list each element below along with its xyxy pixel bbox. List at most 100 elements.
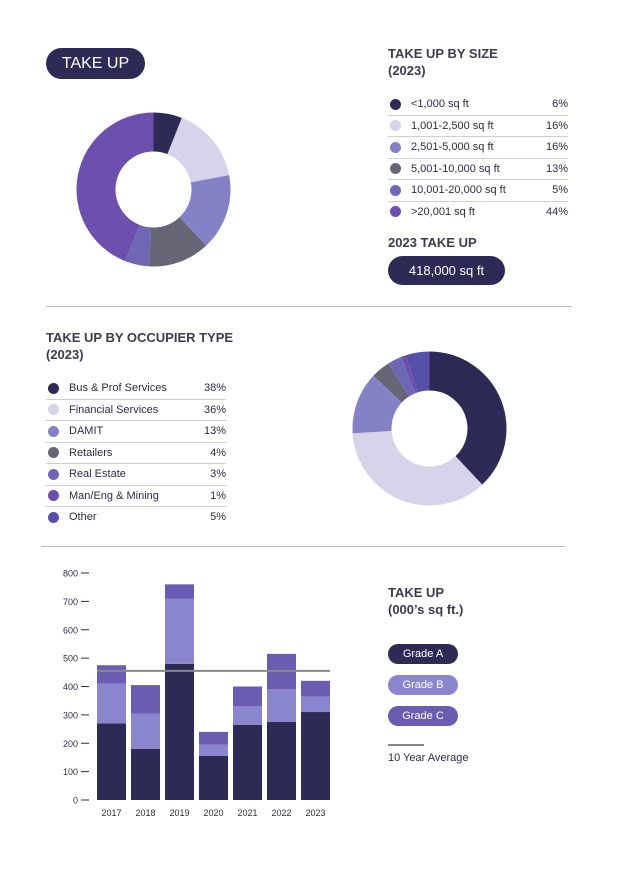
bar-grade-c-2020 [199, 731, 228, 745]
bar-grade-b-2022 [267, 689, 296, 722]
bar-grade-c-2023 [301, 680, 330, 697]
occupier-heading: TAKE UP BY OCCUPIER TYPE (2023) [46, 329, 233, 363]
legend-swatch [48, 468, 59, 480]
bar-grade-b-2021 [233, 706, 262, 725]
y-tick-label: 600 [63, 625, 78, 635]
legend-label: Other [69, 511, 97, 524]
bar-grade-c-2021 [233, 686, 262, 707]
legend-value: 4% [210, 446, 226, 459]
legend-row-5-001-10-000-sq-ft: 5,001-10,000 sq ft 13% [388, 159, 568, 180]
legend-row-man-eng-mining: Man/Eng & Mining 1% [46, 486, 226, 507]
x-tick-label: 2021 [237, 808, 257, 818]
legend-row-damit: DAMIT 13% [46, 421, 226, 443]
legend-swatch [48, 382, 59, 394]
slice-1-001-2-500-sq-ft [167, 117, 230, 183]
bar-grade-c-2019 [165, 584, 194, 599]
legend-value: 16% [545, 119, 568, 132]
legend-swatch [390, 184, 401, 196]
bar-grade-a-2019 [165, 663, 194, 800]
legend-label: 5,001-10,000 sq ft [411, 162, 500, 175]
legend-label: 1,001-2,500 sq ft [411, 119, 494, 132]
y-tick-label: 100 [63, 767, 78, 777]
legend-swatch [390, 120, 401, 132]
slice-10-001-20-000-sq-ft [125, 224, 152, 267]
legend-value: 13% [203, 425, 226, 438]
bar-grade-b-2017 [97, 683, 126, 724]
legend-label: 2,501-5,000 sq ft [411, 141, 494, 154]
x-tick-label: 2019 [169, 808, 189, 818]
legend-swatch [48, 511, 59, 523]
slice-1-000-sq-ft [153, 112, 182, 155]
legend-row-real-estate: Real Estate 3% [46, 464, 226, 486]
grade-b-pill: Grade B [388, 675, 458, 695]
x-tick-label: 2017 [101, 808, 121, 818]
bar-heading-line2: (000’s sq ft.) [388, 602, 464, 617]
legend-value: 6% [552, 98, 568, 111]
legend-row-retailers: Retailers 4% [46, 443, 226, 464]
total-take-up-heading: 2023 TAKE UP [388, 235, 477, 250]
slice-damit [352, 375, 402, 434]
legend-label: Financial Services [69, 403, 159, 416]
occupier-donut-chart [352, 351, 507, 506]
legend-row-20-001-sq-ft: >20,001 sq ft 44% [388, 202, 568, 223]
legend-swatch [390, 206, 401, 218]
average-legend-label: 10 Year Average [388, 752, 469, 764]
x-tick-label: 2022 [271, 808, 291, 818]
legend-swatch [48, 447, 59, 459]
y-tick-label: 0 [73, 796, 78, 806]
legend-row-bus-prof-services: Bus & Prof Services 38% [46, 378, 226, 400]
bar-grade-c-2017 [97, 665, 126, 684]
y-tick-label: 800 [63, 569, 78, 579]
legend-label: >20,001 sq ft [411, 205, 475, 218]
slice-bus-prof-services [429, 351, 507, 485]
slice-real-estate [388, 356, 416, 397]
legend-label: Retailers [69, 446, 113, 459]
occupier-heading-line2: (2023) [46, 347, 84, 362]
grade-a-pill: Grade A [388, 644, 458, 664]
legend-row-1-001-2-500-sq-ft: 1,001-2,500 sq ft 16% [388, 116, 568, 137]
legend-value: 44% [545, 205, 568, 218]
take-up-bar-chart: 0 100 200 300 400 500 600 700 800 2017 2018 2019 20… [63, 569, 330, 818]
bar-grade-b-2020 [199, 744, 228, 757]
slice-20-001-sq-ft [76, 112, 154, 262]
size-donut-chart [76, 112, 231, 267]
bar-grade-a-2022 [267, 721, 296, 800]
slice-other [405, 351, 430, 393]
legend-label: Real Estate [69, 468, 126, 481]
legend-value: 38% [203, 382, 226, 395]
legend-label: DAMIT [69, 425, 104, 438]
legend-label: Man/Eng & Mining [69, 489, 159, 502]
take-up-title-pill: TAKE UP [46, 48, 145, 79]
size-legend: <1,000 sq ft 6% 1,001-2,500 sq ft 16% 2,501-… [388, 94, 568, 222]
legend-value: 1% [210, 489, 226, 502]
bar-grade-b-2023 [301, 696, 330, 713]
bar-grade-a-2018 [131, 748, 160, 800]
size-heading-line2: (2023) [388, 63, 426, 78]
size-heading: TAKE UP BY SIZE (2023) [388, 45, 498, 79]
bar-grade-a-2023 [301, 712, 330, 800]
average-legend-line [388, 744, 424, 746]
slice-2-501-5-000-sq-ft [179, 175, 231, 246]
x-tick-label: 2020 [203, 808, 223, 818]
bar-grade-a-2017 [97, 723, 126, 800]
section-divider-top [46, 306, 572, 307]
legend-row-10-001-20-000-sq-ft: 10,001-20,000 sq ft 5% [388, 180, 568, 202]
legend-label: 10,001-20,000 sq ft [411, 184, 506, 197]
legend-value: 36% [203, 403, 226, 416]
legend-value: 5% [552, 184, 568, 197]
y-tick-label: 700 [63, 597, 78, 607]
bar-grade-b-2019 [165, 598, 194, 664]
legend-label: Bus & Prof Services [69, 382, 167, 395]
bar-grade-c-2018 [131, 685, 160, 714]
legend-row-2-501-5-000-sq-ft: 2,501-5,000 sq ft 16% [388, 137, 568, 159]
total-take-up-pill: 418,000 sq ft [388, 256, 505, 285]
legend-swatch [390, 141, 401, 153]
x-tick-label: 2023 [305, 808, 325, 818]
slice-5-001-10-000-sq-ft [148, 217, 207, 267]
y-tick-label: 400 [63, 682, 78, 692]
slice-financial-services [352, 430, 483, 506]
bar-heading: TAKE UP (000’s sq ft.) [388, 584, 463, 618]
slice-retailers [373, 363, 410, 403]
legend-row-other: Other 5% [46, 507, 226, 528]
legend-row-financial-services: Financial Services 36% [46, 400, 226, 421]
